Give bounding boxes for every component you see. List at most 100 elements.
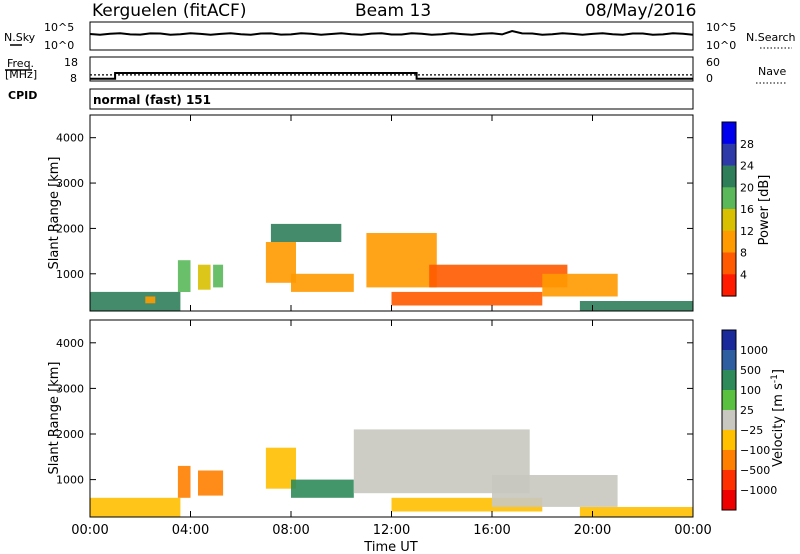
colorbar-cell — [722, 410, 736, 431]
colorbar-tick-label: −25 — [740, 424, 763, 437]
velocity-cbar-label: Velocity [m s-1] — [770, 369, 786, 467]
echo-region — [579, 301, 693, 311]
noise-panel: N.Sky 10^5 10^0 10^5 10^0 N.Search — [4, 21, 796, 52]
echo-region — [213, 264, 224, 288]
echo-region — [198, 264, 211, 290]
echo-region — [429, 264, 568, 288]
freq-tick-top: 18 — [64, 56, 78, 69]
y-tick-label: 2000 — [56, 222, 84, 235]
echo-region — [366, 233, 437, 288]
velocity-y-label: Slant Range [km] — [47, 362, 62, 475]
velocity-echo-regions — [90, 429, 693, 517]
y-tick-label: 3000 — [56, 382, 84, 395]
colorbar-cell — [722, 470, 736, 491]
y-tick-label: 1000 — [56, 268, 84, 281]
y-tick-label: 4000 — [56, 132, 84, 145]
colorbar-cell — [722, 390, 736, 411]
x-tick-label: 04:00 — [172, 523, 209, 538]
noise-panel-frame — [89, 21, 694, 51]
cpid-panel-frame — [89, 88, 694, 110]
station-title: Kerguelen (fitACF) — [92, 1, 246, 21]
colorbar-tick-label: 16 — [740, 203, 754, 216]
x-tick-label: 20:00 — [574, 523, 611, 538]
echo-region — [291, 479, 354, 498]
colorbar-cell — [722, 165, 736, 188]
power-colorbar: 28 24 20 16 12 8 4 — [721, 121, 754, 297]
nave-tick-top: 60 — [706, 56, 720, 69]
freq-tick-bottom: 8 — [70, 72, 77, 85]
y-tick-label: 3000 — [56, 177, 84, 190]
colorbar-tick-label: 12 — [740, 225, 754, 238]
colorbar-tick-label: 500 — [740, 364, 761, 377]
colorbar-cell — [722, 330, 736, 351]
noise-left-tick-bottom: 10^0 — [44, 39, 74, 52]
colorbar-tick-label: 20 — [740, 181, 754, 194]
y-tick-label: 1000 — [56, 474, 84, 487]
date-title: 08/May/2016 — [585, 1, 697, 21]
echo-region — [492, 475, 618, 507]
colorbar-tick-label: 28 — [740, 138, 754, 151]
x-axis-label: Time UT — [363, 540, 417, 554]
colorbar-cell — [722, 274, 736, 297]
echo-region — [90, 291, 181, 311]
freq-label: Freq. — [7, 57, 34, 70]
colorbar-tick-label: 100 — [740, 384, 761, 397]
echo-region — [198, 470, 224, 496]
echo-region — [270, 223, 342, 242]
freq-panel-frame — [89, 56, 694, 82]
freq-trace — [90, 72, 693, 80]
y-tick-label: 4000 — [56, 337, 84, 350]
power-y-ticks: 1000 2000 3000 4000 — [56, 132, 693, 281]
colorbar-cell — [722, 350, 736, 371]
colorbar-tick-label: −500 — [740, 464, 770, 477]
x-axis-ticks: 00:00 04:00 08:00 12:00 16:00 20:00 00:00 — [71, 115, 712, 538]
colorbar-cell — [722, 143, 736, 167]
colorbar-cell — [722, 122, 736, 145]
colorbar-cell — [722, 252, 736, 275]
colorbar-cell — [722, 490, 736, 511]
echo-region — [391, 291, 543, 306]
colorbar-tick-label: −1000 — [740, 484, 777, 497]
echo-region — [291, 273, 354, 292]
colorbar-tick-label: 4 — [740, 268, 747, 281]
power-echo-regions — [90, 223, 693, 311]
power-cbar-label: Power [dB] — [757, 175, 772, 246]
echo-region — [177, 260, 191, 292]
x-tick-label: 00:00 — [674, 523, 711, 538]
cpid-value: normal (fast) 151 — [93, 93, 211, 107]
noise-right-tick-bottom: 10^0 — [706, 39, 736, 52]
noise-search-label: N.Search — [746, 31, 796, 44]
noise-sky-label: N.Sky — [4, 31, 36, 44]
x-tick-label: 16:00 — [473, 523, 510, 538]
cpid-panel: CPID normal (fast) 151 — [8, 88, 694, 110]
nave-label: Nave — [758, 65, 786, 78]
colorbar-cell — [722, 209, 736, 232]
cpid-label: CPID — [8, 89, 37, 102]
echo-region — [542, 273, 618, 297]
colorbar-frame — [721, 329, 737, 511]
colorbar-tick-label: 24 — [740, 160, 754, 173]
echo-region — [579, 507, 693, 517]
colorbar-cell — [722, 370, 736, 391]
nave-tick-bottom: 0 — [706, 72, 713, 85]
colorbar-tick-label: 8 — [740, 247, 747, 260]
colorbar-frame — [721, 121, 737, 297]
colorbar-cell — [722, 450, 736, 471]
echo-region — [265, 447, 296, 489]
power-y-label: Slant Range [km] — [47, 157, 62, 270]
colorbar-cell — [722, 187, 736, 210]
colorbar-cell — [722, 230, 736, 254]
velocity-y-ticks: 1000 2000 3000 4000 — [56, 337, 693, 487]
colorbar-tick-label: 1000 — [740, 344, 768, 357]
echo-region — [177, 465, 191, 498]
velocity-panel: 1000 2000 3000 4000 Slant Range [km] 1000 50… — [47, 319, 786, 518]
colorbar-cell — [722, 430, 736, 451]
colorbar-tick-label: −100 — [740, 444, 770, 457]
noise-left-tick-top: 10^5 — [44, 21, 74, 34]
noise-sky-trace — [89, 29, 694, 36]
colorbar-tick-label: 25 — [740, 404, 754, 417]
freq-panel: Freq. [MHz] 18 8 60 0 Nave — [5, 56, 786, 85]
noise-right-tick-top: 10^5 — [706, 21, 736, 34]
echo-region — [145, 296, 156, 304]
